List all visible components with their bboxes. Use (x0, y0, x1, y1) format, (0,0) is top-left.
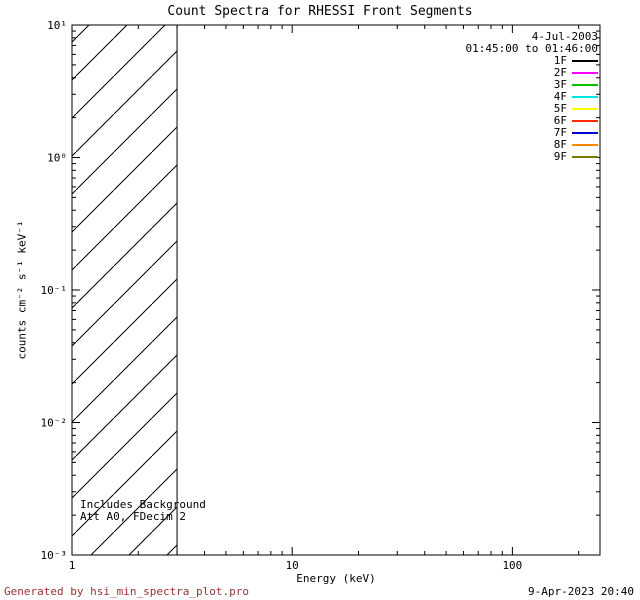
legend-entry-line (572, 84, 598, 86)
legend-entry-line (572, 96, 598, 98)
svg-text:10⁻²: 10⁻² (41, 417, 68, 430)
svg-text:10: 10 (286, 559, 299, 572)
svg-text:1: 1 (69, 559, 76, 572)
annotation-includes-background: Includes Background (80, 498, 206, 511)
legend-entry: 8F (466, 139, 598, 151)
legend-entry-line (572, 144, 598, 146)
legend-entry-label: 9F (553, 150, 567, 163)
legend-entry: 7F (466, 127, 598, 139)
legend-entry-label: 5F (553, 102, 567, 115)
legend-entry: 5F (466, 103, 598, 115)
legend-entry-label: 4F (553, 90, 567, 103)
legend-entry-label: 8F (553, 138, 567, 151)
legend-entry-line (572, 72, 598, 74)
legend-entry-label: 6F (553, 114, 567, 127)
y-axis-label: counts cm⁻² s⁻¹ keV⁻¹ (15, 220, 29, 360)
legend-entry-line (572, 132, 598, 134)
svg-text:10¹: 10¹ (47, 19, 67, 32)
x-axis-label: Energy (keV) (296, 572, 376, 585)
legend-entry-label: 7F (553, 126, 567, 139)
legend-entry-line (572, 60, 598, 62)
chart-title: Count Spectra for RHESSI Front Segments (167, 4, 473, 19)
legend-entry: 1F (466, 55, 598, 67)
legend: 4-Jul-2003 01:45:00 to 01:46:00 1F 2F 3F 4F… (466, 31, 598, 163)
svg-text:10⁻³: 10⁻³ (41, 549, 68, 562)
svg-text:100: 100 (502, 559, 522, 572)
legend-entry-line (572, 156, 598, 158)
plot-annotations: Includes Background Att A0, FDecim 2 (80, 499, 206, 523)
legend-entry-line (572, 120, 598, 122)
legend-entry-label: 1F (553, 54, 567, 67)
annotation-attenuator-state: Att A0, FDecim 2 (80, 510, 186, 523)
legend-entry-label: 3F (553, 78, 567, 91)
legend-entry: 2F (466, 67, 598, 79)
legend-entry-label: 2F (553, 66, 567, 79)
render-timestamp: 9-Apr-2023 20:40 (528, 585, 634, 598)
legend-entry: 6F (466, 115, 598, 127)
svg-text:10⁰: 10⁰ (47, 152, 67, 165)
legend-entry: 3F (466, 79, 598, 91)
legend-date: 4-Jul-2003 (531, 30, 598, 43)
legend-time-range: 01:45:00 to 01:46:00 (465, 42, 598, 55)
legend-entry: 4F (466, 91, 598, 103)
legend-entry-line (572, 108, 598, 110)
generated-by-stamp: Generated by hsi_min_spectra_plot.pro (4, 585, 250, 598)
legend-entries: 1F 2F 3F 4F 5F 6F 7F 8F 9F (466, 55, 598, 163)
legend-entry: 9F (466, 151, 598, 163)
svg-text:10⁻¹: 10⁻¹ (41, 284, 68, 297)
